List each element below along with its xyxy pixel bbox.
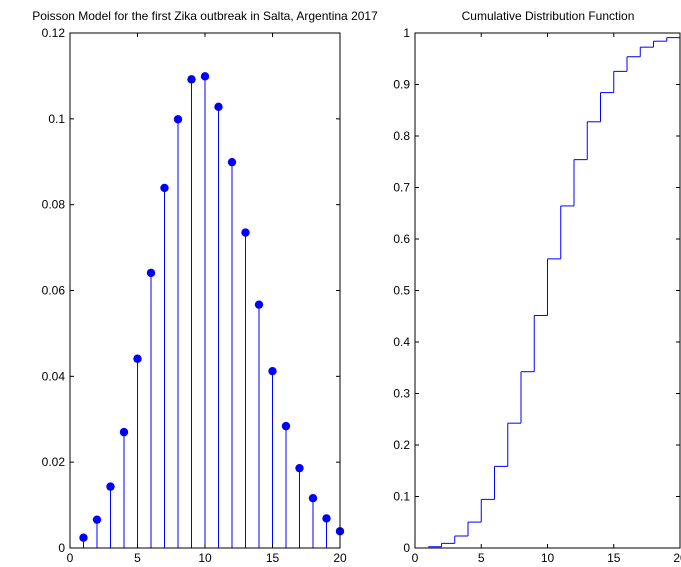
pmf-stem-marker: [281, 421, 291, 431]
cdf-chart-title: Cumulative Distribution Function: [462, 9, 635, 23]
pmf-stem-marker: [160, 183, 169, 193]
pmf-stem-marker: [106, 482, 115, 491]
pmf-y-tick-label: 0.12: [42, 26, 66, 40]
cdf-y-tick-label: 0.3: [393, 387, 410, 401]
cdf-y-tick-label: 0.2: [393, 438, 410, 452]
pmf-stem-marker: [322, 514, 331, 523]
pmf-y-tick-label: 0.06: [42, 284, 66, 298]
pmf-stem-marker: [133, 354, 142, 363]
cdf-y-tick-label: 0.1: [393, 490, 410, 504]
cdf-y-tick-label: 1: [403, 26, 410, 40]
pmf-x-tick-label: 15: [266, 551, 280, 565]
cdf-stairs-chart: Cumulative Distribution Function 0 5 10 15 2…: [393, 9, 681, 565]
pmf-stem-marker: [241, 228, 250, 237]
pmf-stem-marker: [92, 515, 102, 524]
pmf-x-tick-label: 10: [198, 551, 212, 565]
pmf-stem-chart: Poisson Model for the first Zika outbrea…: [32, 9, 378, 565]
cdf-plot-area: [428, 35, 681, 548]
cdf-y-tick-label: 0.9: [393, 78, 410, 92]
pmf-y-tick-label: 0: [58, 541, 65, 555]
pmf-stem-marker: [200, 72, 210, 81]
pmf-y-tick-label: 0.02: [42, 455, 66, 469]
pmf-stem-marker: [308, 494, 318, 503]
pmf-stem-marker: [119, 427, 129, 437]
pmf-x-tick-label: 5: [134, 551, 141, 565]
pmf-chart-title: Poisson Model for the first Zika outbrea…: [32, 9, 378, 23]
pmf-stem-marker: [79, 533, 88, 542]
cdf-x-tick-label: 10: [541, 551, 555, 565]
pmf-stem-marker: [268, 366, 277, 376]
pmf-stem-marker: [187, 75, 196, 84]
cdf-x-tick-label: 20: [673, 551, 681, 565]
pmf-stem-marker: [254, 300, 264, 309]
cdf-y-tick-label: 0.6: [393, 232, 410, 246]
pmf-y-tick-label: 0.04: [42, 369, 66, 383]
pmf-x-tick-label: 0: [67, 551, 74, 565]
pmf-stem-marker: [295, 463, 304, 473]
pmf-plot-area: [79, 72, 345, 548]
cdf-x-tick-label: 5: [478, 551, 485, 565]
pmf-stem-marker: [214, 102, 223, 112]
pmf-axes-ticks: 0 5 10 15 20 0 0.02 0.04 0.06 0.08 0.1 0.12: [42, 26, 347, 565]
pmf-y-tick-label: 0.08: [42, 198, 66, 212]
pmf-x-tick-label: 20: [333, 551, 347, 565]
cdf-y-tick-label: 0.4: [393, 335, 410, 349]
cdf-y-tick-label: 0.7: [393, 181, 410, 195]
cdf-axes-ticks: 0 5 10 15 20 0 0.1 0.2 0.3 0.4 0.5 0.6 0.7 0.8 0.9 1: [393, 26, 681, 565]
cdf-y-tick-label: 0: [403, 541, 410, 555]
cdf-y-tick-label: 0.5: [393, 284, 410, 298]
cdf-y-tick-label: 0.8: [393, 129, 410, 143]
pmf-stem-marker: [227, 157, 237, 167]
cdf-x-tick-label: 15: [607, 551, 621, 565]
pmf-y-tick-label: 0.1: [48, 112, 65, 126]
pmf-stem-marker: [173, 115, 183, 124]
pmf-stem-marker: [146, 268, 156, 278]
cdf-x-tick-label: 0: [412, 551, 419, 565]
